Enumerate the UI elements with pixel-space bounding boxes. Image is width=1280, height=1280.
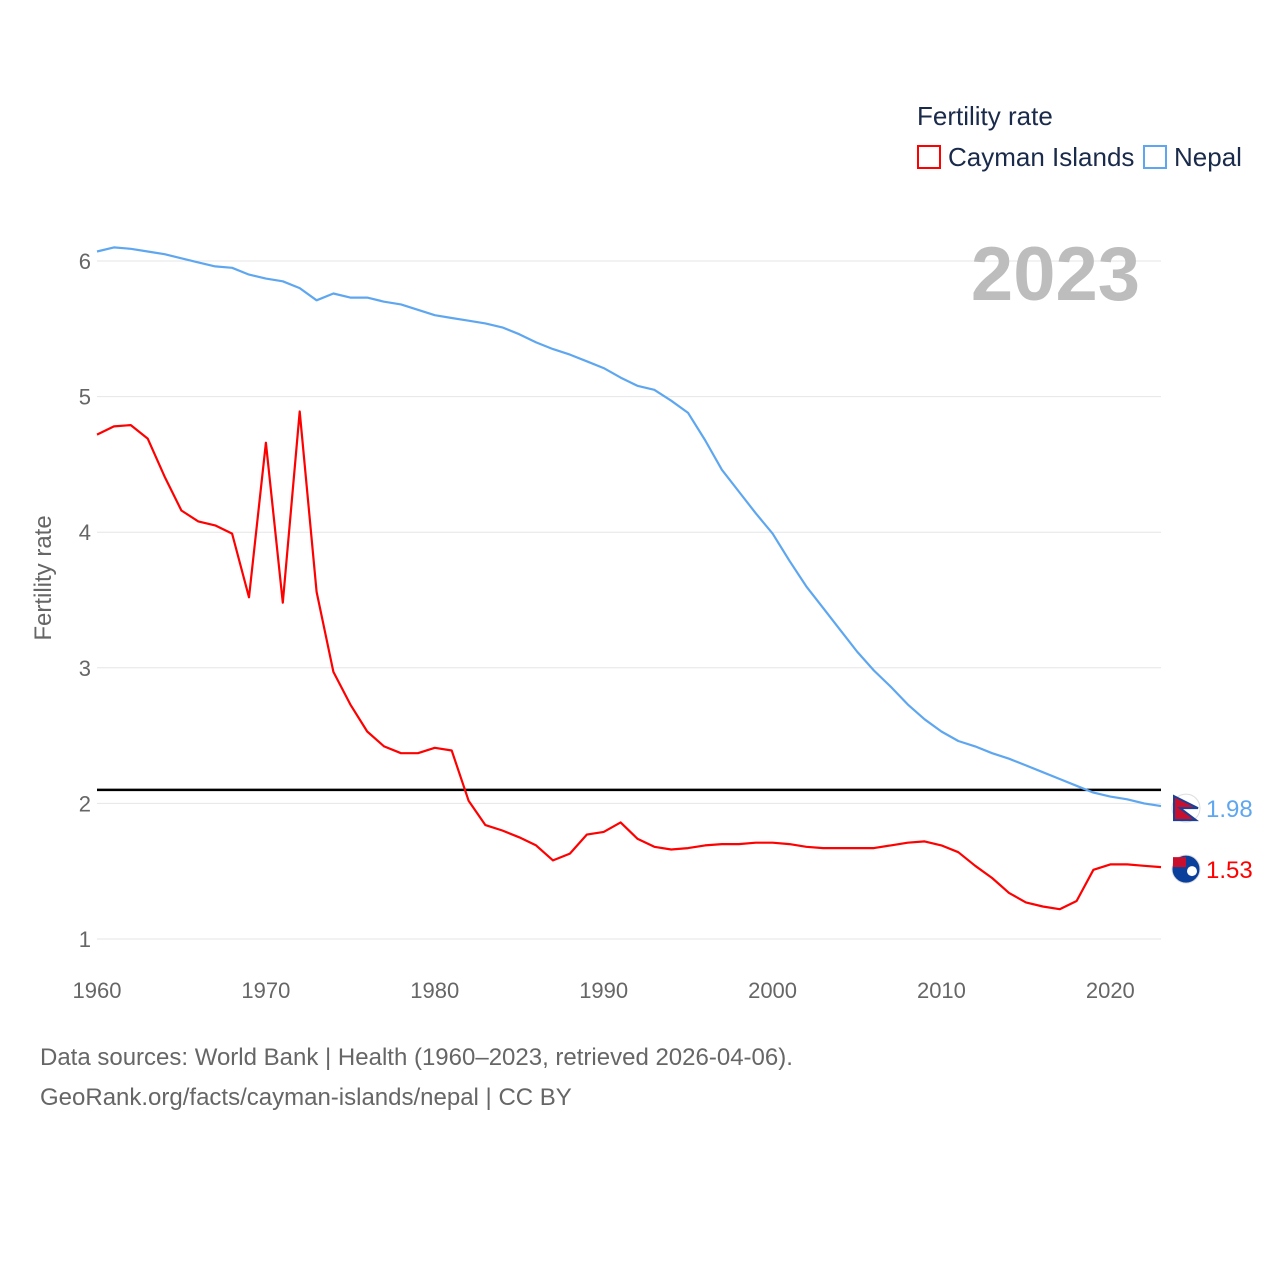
x-tick-label: 2010 xyxy=(917,978,966,1003)
cayman-flag-icon xyxy=(1171,854,1201,884)
nepal-flag-icon xyxy=(1171,793,1201,823)
y-tick-label: 1 xyxy=(79,927,91,952)
series-line-nepal[interactable] xyxy=(96,246,1162,808)
y-axis-title: Fertility rate xyxy=(30,515,57,640)
y-tick-label: 6 xyxy=(79,249,91,274)
data-source-text: Data sources: World Bank | Health (1960–… xyxy=(40,1044,793,1071)
legend-title: Fertility rate xyxy=(917,101,1053,131)
legend-swatch-nepal xyxy=(1143,145,1167,169)
end-value-label: 1.53 xyxy=(1206,857,1253,884)
x-tick-label: 1970 xyxy=(241,978,290,1003)
legend-label-nepal: Nepal xyxy=(1174,142,1242,172)
y-tick-label: 5 xyxy=(79,385,91,410)
y-tick-label: 3 xyxy=(79,656,91,681)
x-tick-label: 2020 xyxy=(1086,978,1135,1003)
x-tick-label: 1960 xyxy=(73,978,122,1003)
end-value-label: 1.98 xyxy=(1206,796,1253,823)
legend-label-cayman: Cayman Islands xyxy=(948,142,1134,172)
x-tick-label: 2000 xyxy=(748,978,797,1003)
legend-item-nepal[interactable]: Nepal xyxy=(1143,142,1242,172)
legend-swatch-cayman xyxy=(917,145,941,169)
legend-item-cayman-islands[interactable]: Cayman Islands xyxy=(917,142,1134,172)
y-tick-label: 2 xyxy=(79,791,91,816)
series-line-cayman-islands[interactable] xyxy=(96,410,1162,911)
y-tick-label: 4 xyxy=(79,520,91,545)
x-tick-label: 1980 xyxy=(410,978,459,1003)
year-label: 2023 xyxy=(971,232,1140,317)
x-tick-label: 1990 xyxy=(579,978,628,1003)
attribution-text[interactable]: GeoRank.org/facts/cayman-islands/nepal |… xyxy=(40,1084,572,1111)
